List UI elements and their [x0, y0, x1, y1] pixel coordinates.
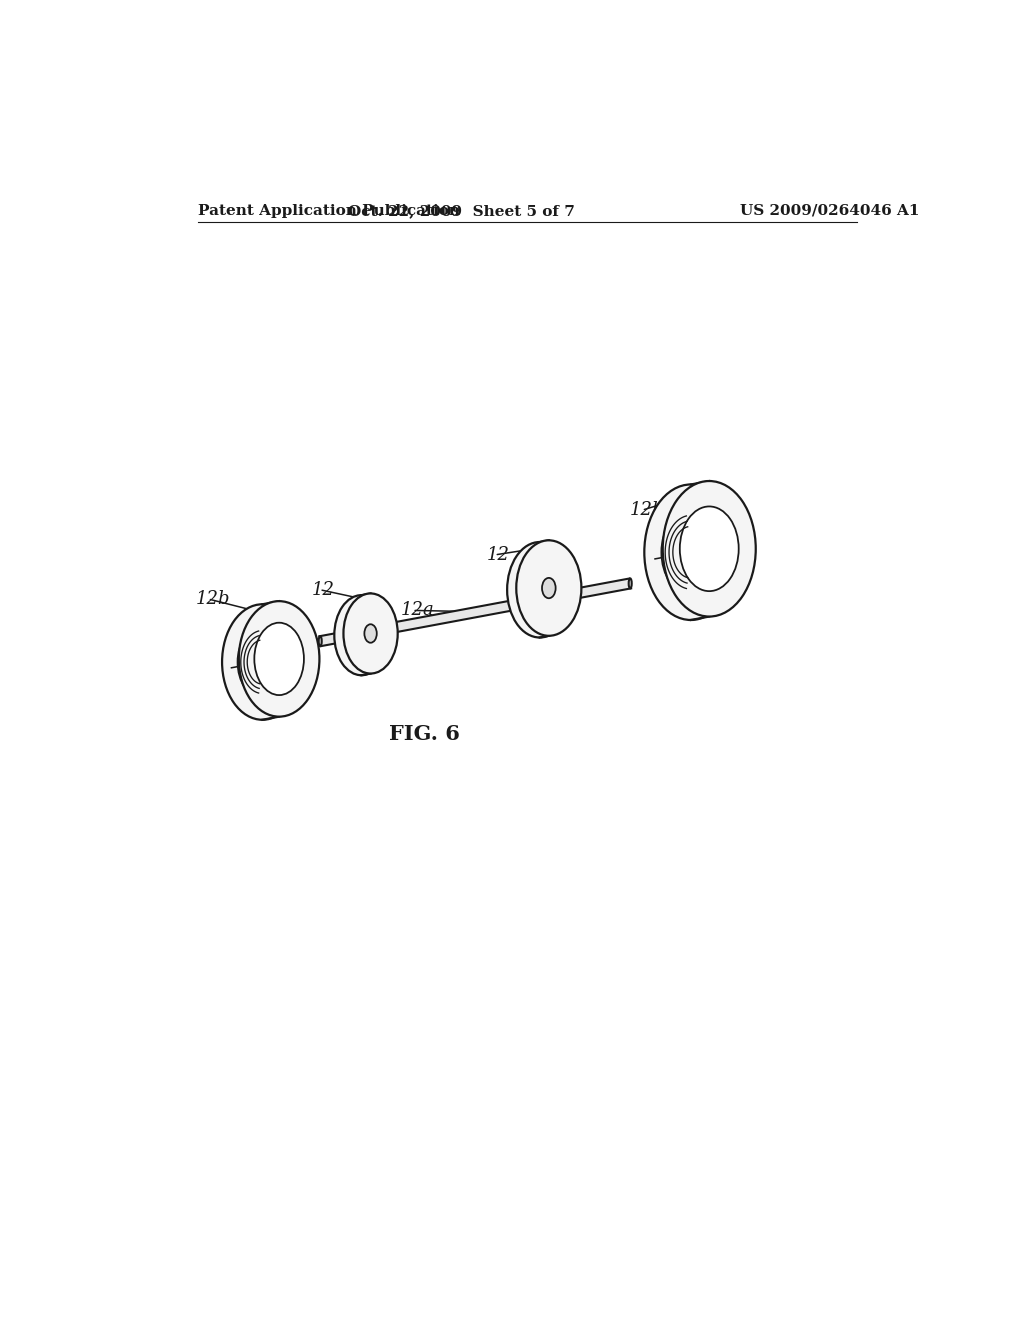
Text: 12: 12	[311, 581, 335, 598]
Text: 12a: 12a	[400, 602, 434, 619]
Text: Patent Application Publication: Patent Application Publication	[198, 203, 460, 218]
Ellipse shape	[254, 623, 304, 696]
Ellipse shape	[222, 605, 303, 719]
Text: 12b: 12b	[197, 590, 230, 607]
Text: US 2009/0264046 A1: US 2009/0264046 A1	[740, 203, 920, 218]
Ellipse shape	[343, 594, 397, 673]
Ellipse shape	[662, 510, 720, 594]
Ellipse shape	[680, 507, 738, 591]
Ellipse shape	[542, 578, 556, 598]
Text: 12b: 12b	[630, 502, 665, 519]
Ellipse shape	[239, 601, 319, 717]
Ellipse shape	[644, 484, 737, 620]
Ellipse shape	[629, 578, 632, 589]
Text: Oct. 22, 2009  Sheet 5 of 7: Oct. 22, 2009 Sheet 5 of 7	[348, 203, 574, 218]
Text: 12: 12	[486, 546, 510, 564]
Polygon shape	[319, 578, 631, 645]
Ellipse shape	[318, 636, 322, 647]
Ellipse shape	[507, 543, 572, 638]
Ellipse shape	[238, 626, 287, 698]
Ellipse shape	[365, 624, 377, 643]
Text: FIG. 6: FIG. 6	[389, 725, 460, 744]
Ellipse shape	[334, 595, 388, 676]
Ellipse shape	[516, 540, 582, 636]
Ellipse shape	[663, 480, 756, 616]
